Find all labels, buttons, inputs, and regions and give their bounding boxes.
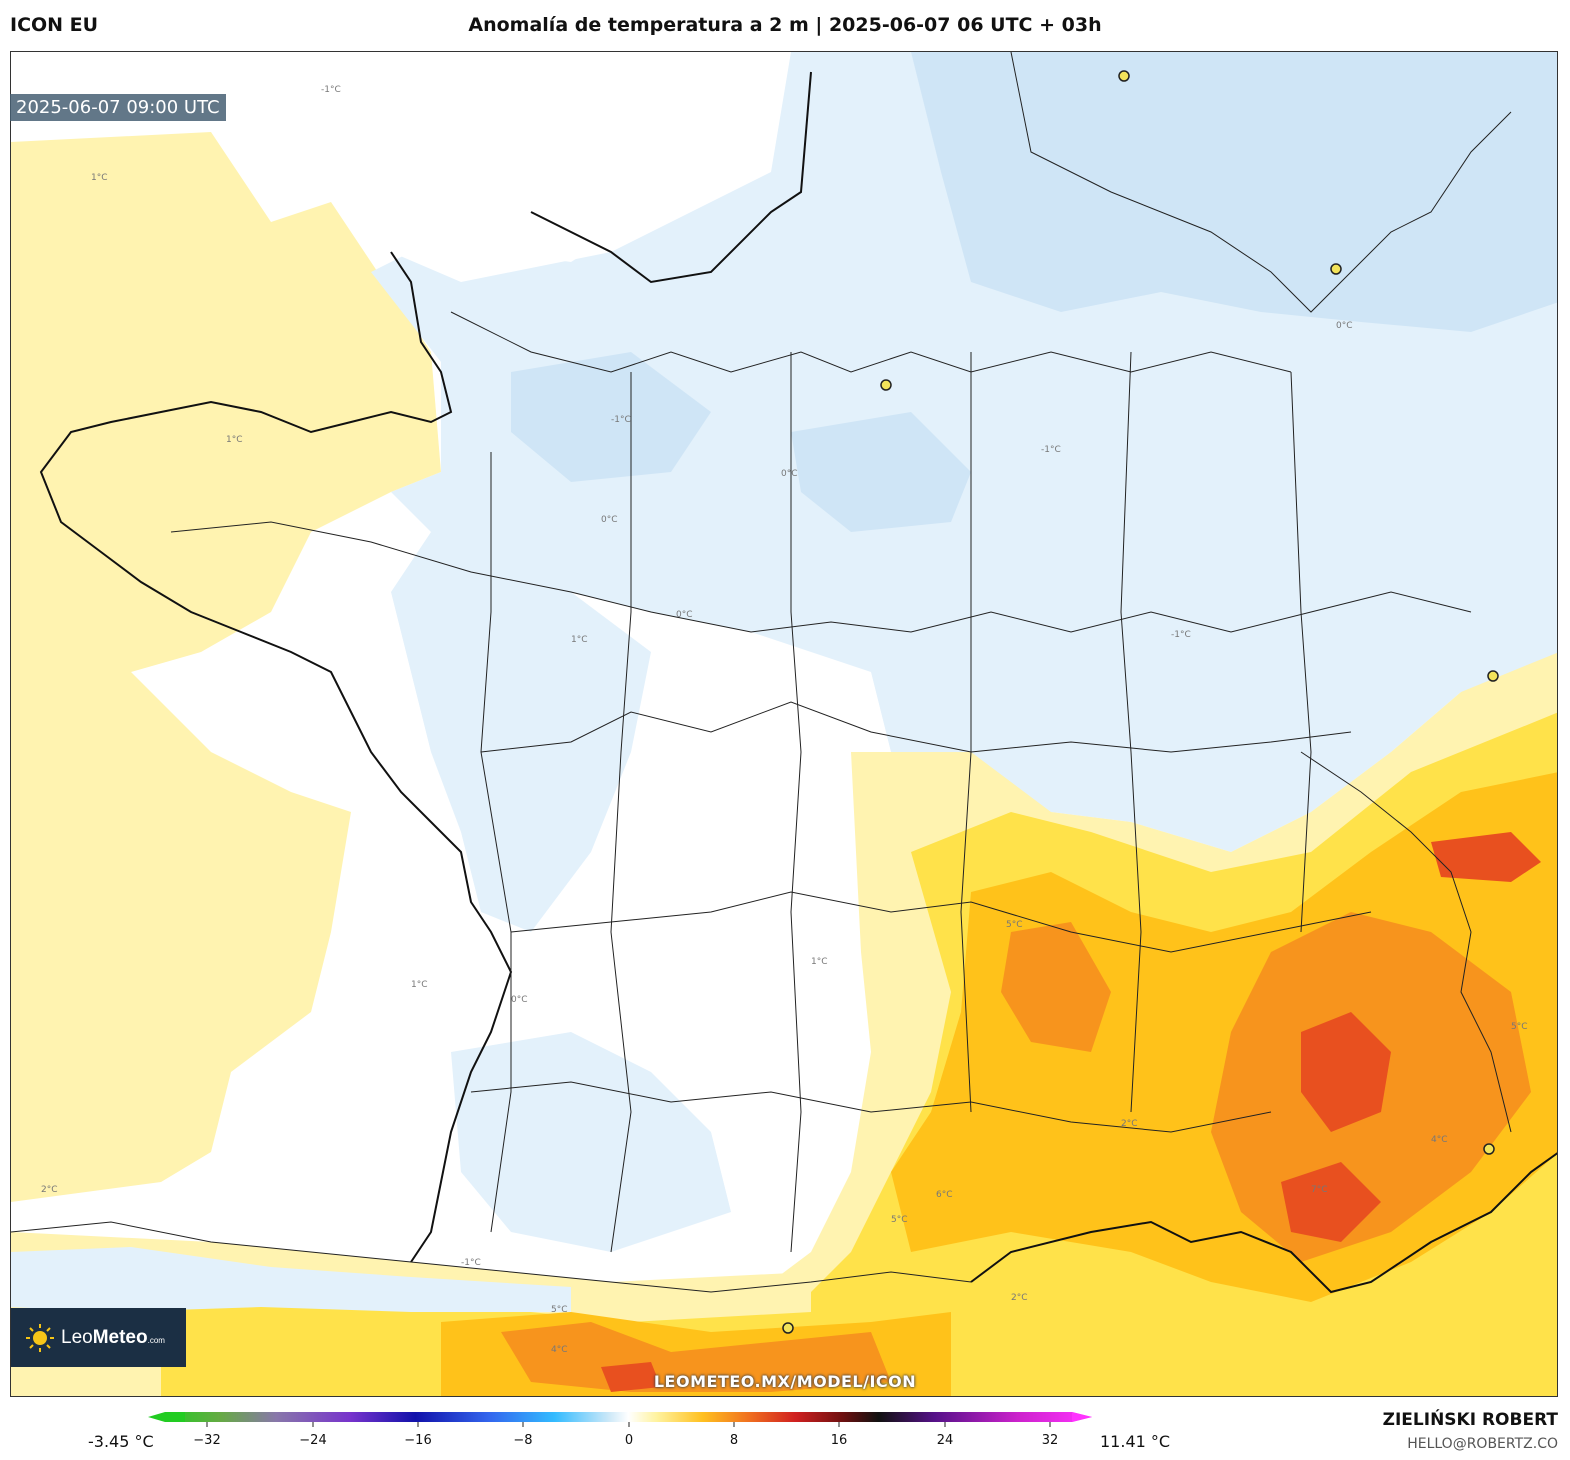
- contour-label: 2°C: [1011, 1293, 1028, 1303]
- logo-text-bold: Meteo: [92, 1326, 148, 1348]
- coastline: [39, 71, 812, 1263]
- contour-label: 5°C: [551, 1305, 568, 1315]
- southeast-warm-4: [1001, 922, 1111, 1052]
- colorbar-tick: −8: [513, 1433, 532, 1448]
- northeast-cooler-core: [911, 52, 1557, 332]
- colorbar-tick: −32: [193, 1433, 220, 1448]
- southeast-hot-core-1: [1301, 1012, 1391, 1132]
- city-marker-paris: [880, 379, 892, 391]
- city-marker-brussels: [1118, 70, 1130, 82]
- contour-label: -1°C: [1041, 445, 1061, 455]
- central-cool-patch-2: [791, 412, 971, 532]
- logo-text-light: Leo: [61, 1326, 93, 1348]
- contour-label: 0°C: [1336, 321, 1353, 331]
- central-cool-area: [391, 532, 651, 932]
- contour-label: 1°C: [811, 957, 828, 967]
- atlantic-warm-area-south: [11, 672, 351, 1202]
- colorbar-tick: −16: [404, 1433, 431, 1448]
- colorbar-tick: −24: [299, 1433, 326, 1448]
- logo-text: LeoMeteo.com: [61, 1327, 165, 1349]
- city-marker-geneva: [1487, 670, 1499, 682]
- contour-label: -1°C: [611, 415, 631, 425]
- contour-label: 5°C: [1511, 1022, 1528, 1032]
- colorbar-min-label: -3.45 °C: [88, 1432, 154, 1451]
- contour-label: 2°C: [1121, 1119, 1138, 1129]
- anomaly-map: -1°C 1°C -1°C 0°C 0°C 0°C -1°C -1°C 0°C …: [11, 52, 1557, 1396]
- contour-labels: -1°C 1°C -1°C 0°C 0°C 0°C -1°C -1°C 0°C …: [41, 85, 1528, 1355]
- contour-label: 1°C: [411, 980, 428, 990]
- author-name: ZIELIŃSKI ROBERT: [1382, 1410, 1558, 1430]
- contour-label: 7°C: [1311, 1185, 1328, 1195]
- contour-label: 0°C: [781, 469, 798, 479]
- contour-label: 1°C: [571, 635, 588, 645]
- contour-label: -1°C: [321, 85, 341, 95]
- leometeo-logo[interactable]: LeoMeteo.com: [11, 1308, 186, 1367]
- contour-label: 5°C: [891, 1215, 908, 1225]
- channel-white: [261, 52, 791, 282]
- contour-label: 0°C: [511, 995, 528, 1005]
- contour-label: 4°C: [551, 1345, 568, 1355]
- region-borders: [11, 52, 1512, 1293]
- contour-label: 4°C: [1431, 1135, 1448, 1145]
- colorbar-tick: 8: [730, 1433, 738, 1448]
- map-title: Anomalía de temperatura a 2 m | 2025-06-…: [468, 14, 1102, 36]
- contour-label: 0°C: [676, 610, 693, 620]
- contour-label: 5°C: [1006, 920, 1023, 930]
- city-marker-monaco: [1483, 1143, 1495, 1155]
- contour-label: 1°C: [91, 173, 108, 183]
- colorbar-tick: 24: [937, 1433, 954, 1448]
- southeast-hot-core-2: [1431, 832, 1541, 882]
- spain-cool-strip: [11, 1247, 571, 1312]
- colorbar-tick: 32: [1042, 1433, 1059, 1448]
- contour-label: -1°C: [461, 1258, 481, 1268]
- contour-label: 0°C: [601, 515, 618, 525]
- mediterranean-coast: [970, 1152, 1557, 1294]
- contour-label: 1°C: [226, 435, 243, 445]
- pyrenees-warm-4: [501, 1322, 891, 1392]
- sun-icon: [26, 1323, 54, 1352]
- city-marker-andorra: [782, 1322, 794, 1334]
- contour-label: 6°C: [936, 1190, 953, 1200]
- pyrenees-hot-core: [601, 1362, 661, 1392]
- colorbar-tick: 16: [831, 1433, 848, 1448]
- logo-text-suffix: .com: [147, 1335, 165, 1345]
- colorbar-tick: 0: [625, 1433, 633, 1448]
- central-cool-patch: [511, 352, 711, 482]
- southeast-hot-core-3: [1281, 1162, 1381, 1242]
- contour-label: 2°C: [41, 1185, 58, 1195]
- colorbar-max-label: 11.41 °C: [1100, 1432, 1171, 1451]
- map-area[interactable]: -1°C 1°C -1°C 0°C 0°C 0°C -1°C -1°C 0°C …: [10, 51, 1558, 1397]
- watermark: LEOMETEO.MX/MODEL/ICON: [653, 1372, 917, 1391]
- colorbar: −32 −24 −16 −8 0 8 16 24 32: [148, 1412, 1092, 1448]
- model-label: ICON EU: [10, 14, 99, 36]
- valid-time-badge: 2025-06-07 09:00 UTC: [10, 94, 226, 121]
- author-email[interactable]: HELLO@ROBERTZ.CO: [1407, 1436, 1558, 1452]
- city-marker-luxembourg: [1330, 263, 1342, 275]
- contour-label: -1°C: [1171, 630, 1191, 640]
